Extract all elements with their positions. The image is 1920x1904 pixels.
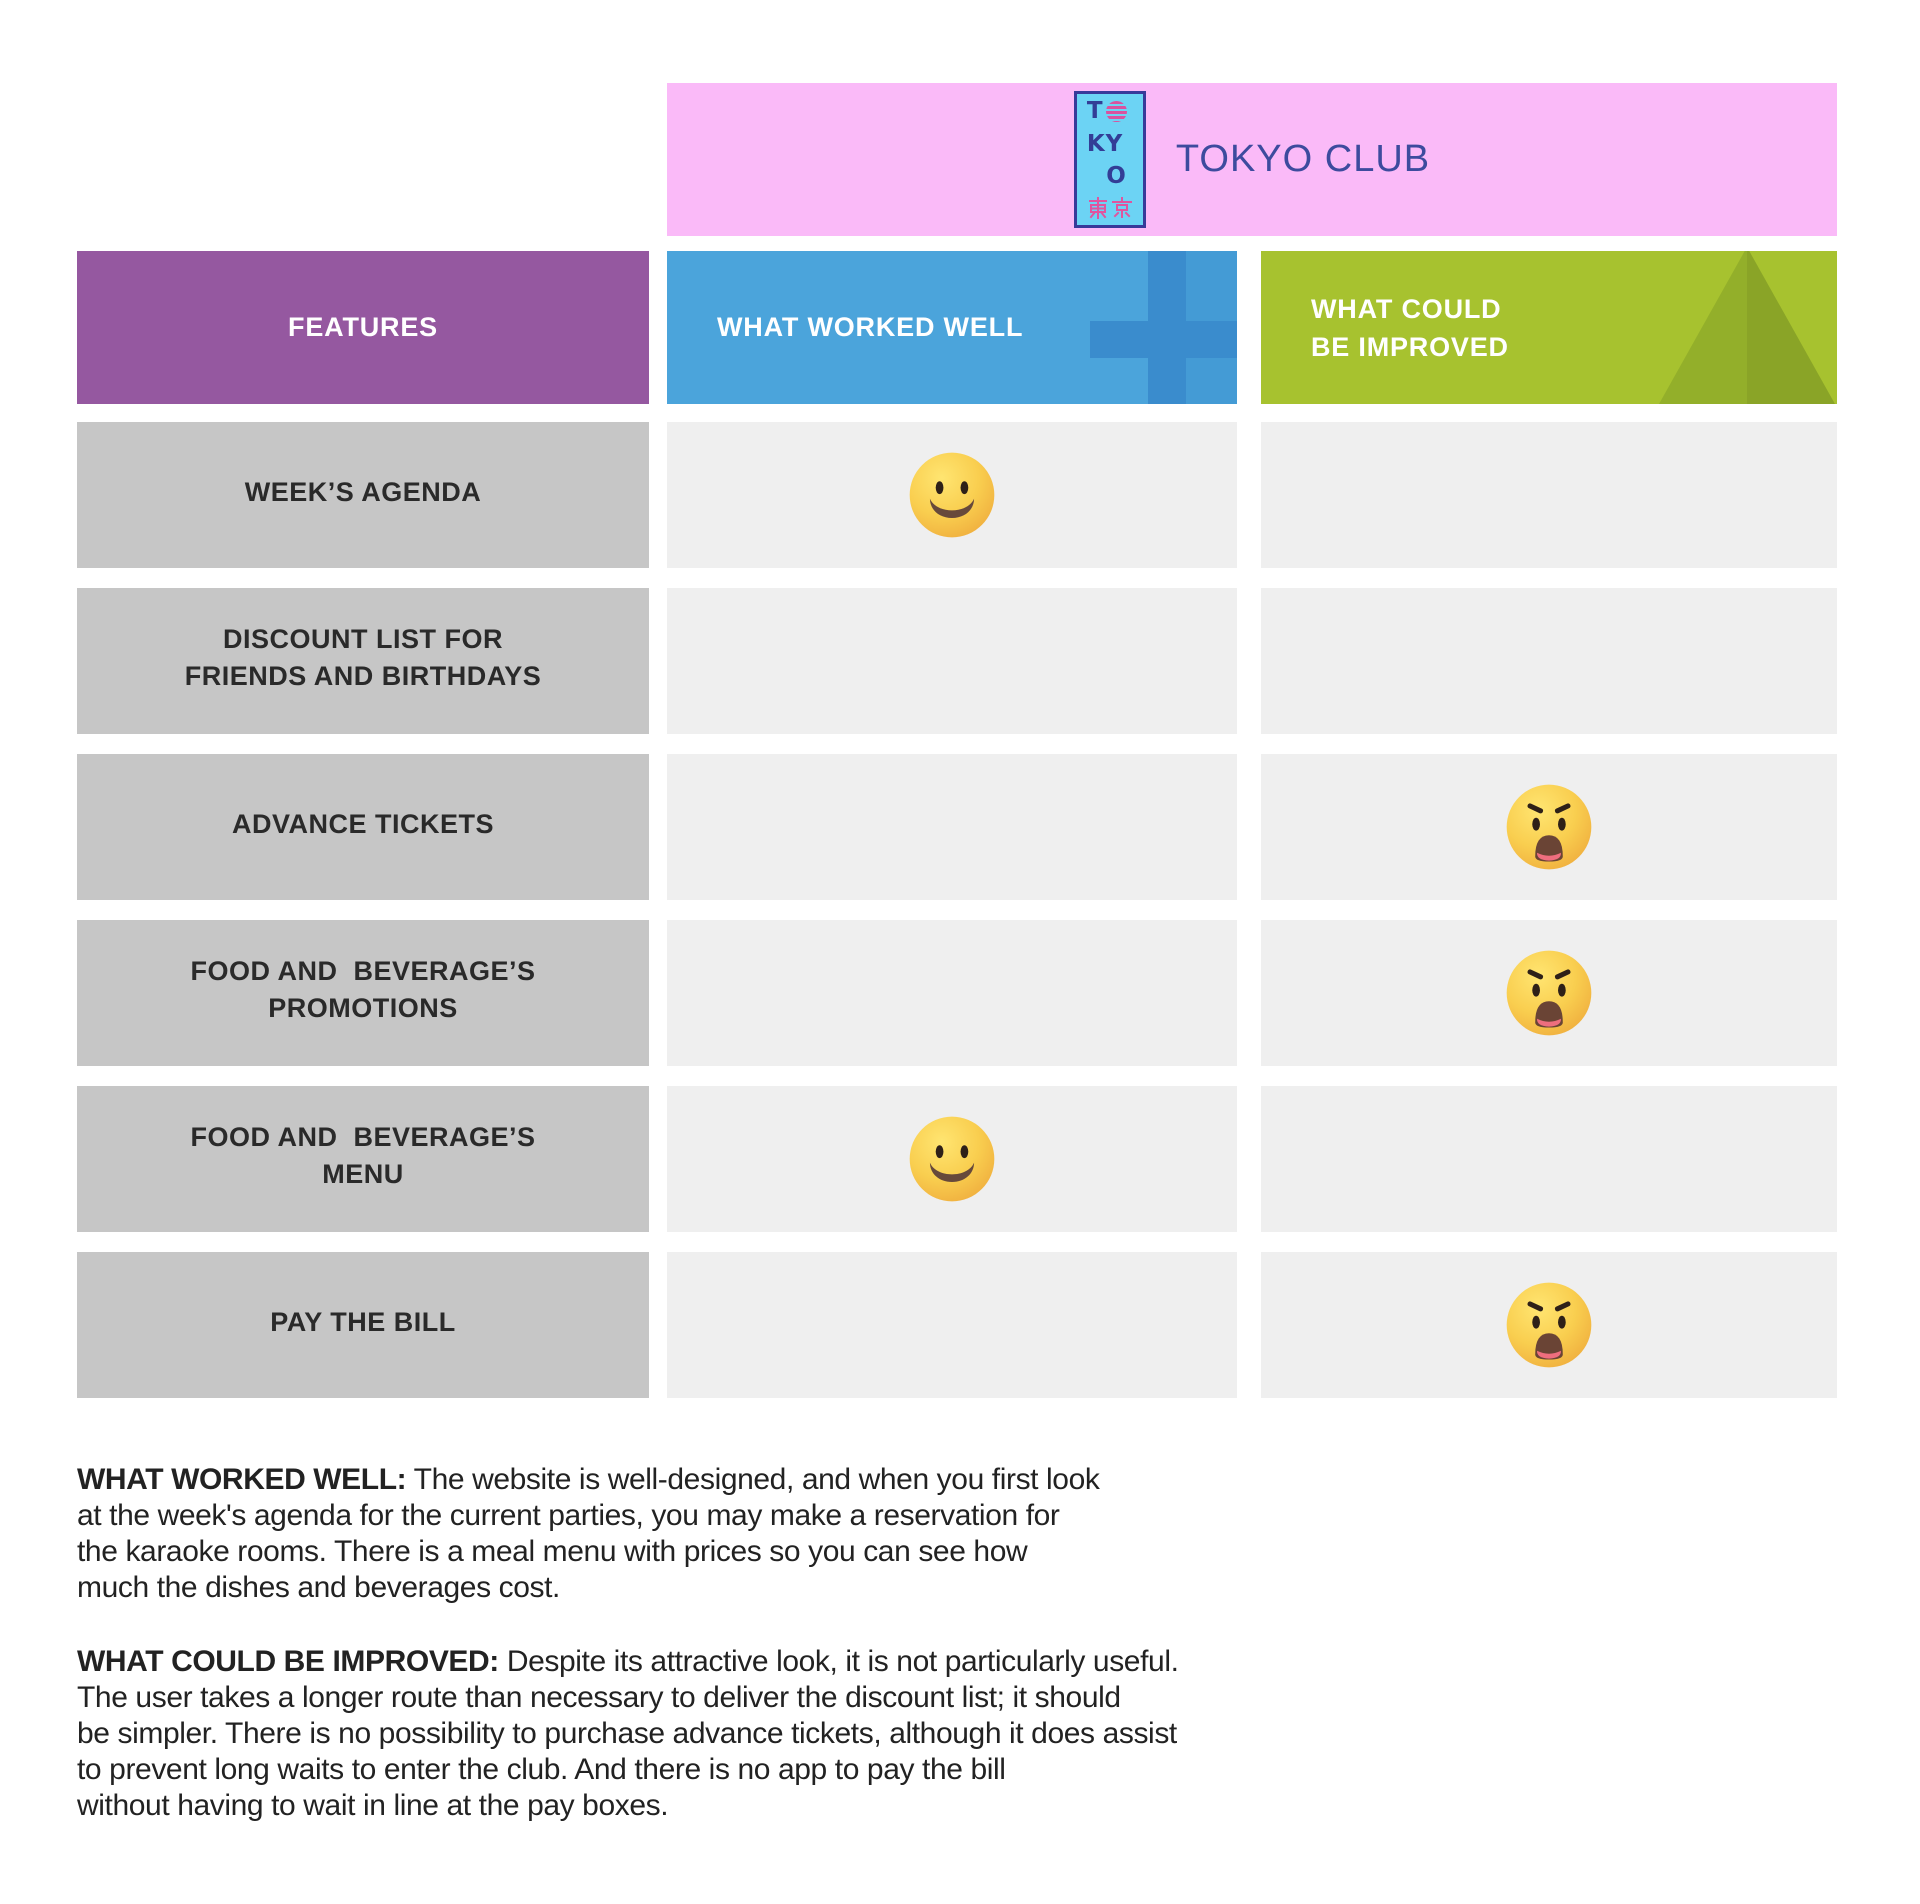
worked-cell-advance-tickets [667,754,1237,900]
striped-sun-icon [1105,100,1127,122]
note-what-worked-well: WHAT WORKED WELL: The website is well-de… [77,1463,1100,1604]
angry-face-icon [1506,784,1592,870]
feature-label-food-menu: FOOD AND BEVERAGE’S MENU [77,1086,649,1232]
feature-label-advance-tickets: ADVANCE TICKETS [77,754,649,900]
improved-cell-weeks-agenda [1261,422,1837,568]
logo-letter-t: T [1086,98,1104,124]
feature-label-discount-list: DISCOUNT LIST FOR FRIENDS AND BIRTHDAYS [77,588,649,734]
angry-face-icon [1506,1282,1592,1368]
features-header-label: FEATURES [288,312,438,342]
tokyo-kanji [1087,196,1133,219]
triangle-decoration-icon [1659,251,1835,404]
plus-cross-decoration-icon [1090,251,1237,404]
worked-cell-pay-the-bill [667,1252,1237,1398]
note-what-could-be-improved: WHAT COULD BE IMPROVED: Despite its attr… [77,1645,1179,1822]
worked-cell-discount-list [667,588,1237,734]
kanji-higashi-icon [1088,196,1107,219]
banner: T KY O TOKYO CLUB [667,83,1837,236]
worked-cell-food-menu [667,1086,1237,1232]
smiley-face-icon [909,1116,995,1202]
worked-cell-food-promotions [667,920,1237,1066]
improved-cell-food-promotions [1261,920,1837,1066]
tokyo-logo: T KY O [1073,91,1146,228]
page-title: TOKYO CLUB [1175,138,1431,180]
improved-cell-pay-the-bill [1261,1252,1837,1398]
logo-letters-ky: KY [1086,130,1124,157]
worked-header-label: WHAT WORKED WELL [717,312,1024,342]
worked-cell-weeks-agenda [667,422,1237,568]
improved-cell-advance-tickets [1261,754,1837,900]
kanji-kyo-icon [1111,196,1132,218]
summary-notes: WHAT WORKED WELL: The website is well-de… [77,1462,1277,1862]
note-lead: WHAT COULD BE IMPROVED: [77,1645,499,1678]
note-lead: WHAT WORKED WELL: [77,1463,407,1496]
feature-label-pay-the-bill: PAY THE BILL [77,1252,649,1398]
column-header-features: FEATURES [77,251,649,404]
angry-face-icon [1506,950,1592,1036]
smiley-face-icon [909,452,995,538]
column-header-what-worked-well: WHAT WORKED WELL [667,251,1237,404]
column-header-what-could-be-improved: WHAT COULD BE IMPROVED [1261,251,1837,404]
improved-header-label: WHAT COULD BE IMPROVED [1311,293,1509,362]
logo-letter-o: O [1106,163,1127,190]
improved-cell-discount-list [1261,588,1837,734]
feature-label-food-promotions: FOOD AND BEVERAGE’S PROMOTIONS [77,920,649,1066]
improved-cell-food-menu [1261,1086,1837,1232]
feature-label-weeks-agenda: WEEK’S AGENDA [77,422,649,568]
